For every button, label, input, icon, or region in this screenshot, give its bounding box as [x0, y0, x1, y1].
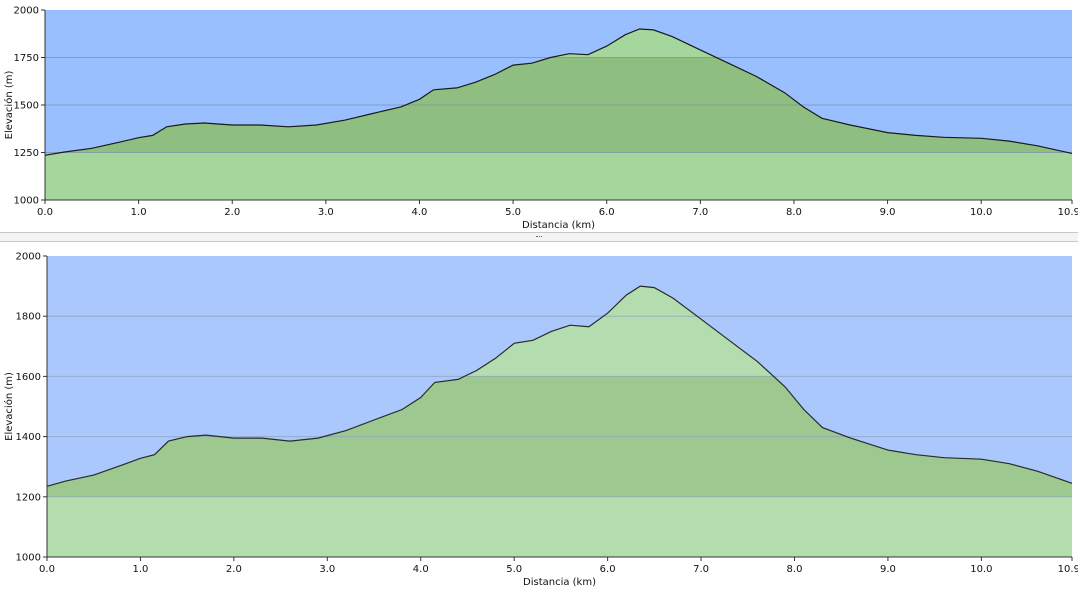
x-tick-label: 5.0 [506, 564, 522, 575]
x-tick-label: 2.0 [226, 564, 242, 575]
x-tick-label: 6.0 [599, 207, 615, 218]
x-tick-label: 10.97 [1058, 207, 1078, 218]
x-tick-label: 10.97 [1058, 564, 1078, 575]
x-tick-label: 4.0 [412, 207, 428, 218]
x-tick-label: 2.0 [224, 207, 240, 218]
y-tick-label: 1000 [16, 553, 41, 564]
y-tick-label: 1250 [14, 148, 39, 159]
y-tick-label: 2000 [14, 6, 39, 17]
y-tick-label: 1500 [14, 101, 39, 112]
elevation-chart-top-svg: 1000 1250 1500 1750 2000 0.0 1.0 2.0 3.0 4.0 5.0 6.… [3, 6, 1078, 232]
x-tick-label: 8.0 [786, 207, 802, 218]
x-tick-label: 0.0 [39, 564, 55, 575]
x-tick-label: 7.0 [692, 207, 708, 218]
y-tick-label: 1750 [14, 53, 39, 64]
x-tick-label: 9.0 [880, 207, 896, 218]
x-tick-label: 1.0 [131, 207, 147, 218]
x-tick-label: 6.0 [600, 564, 616, 575]
x-tick-label: 3.0 [319, 564, 335, 575]
elevation-chart-bottom-svg: 1000 1200 1400 1600 1800 2000 0.0 1.0 2.0 3.0 4.0 5… [3, 252, 1078, 589]
x-tick-label: 7.0 [693, 564, 709, 575]
x-tick-label: 0.0 [37, 207, 53, 218]
y-axis-title: Elevación (m) [3, 71, 15, 140]
panel-splitter[interactable] [0, 232, 1078, 242]
y-tick-label: 1600 [16, 372, 41, 383]
x-axis-title: Distancia (km) [523, 577, 596, 588]
y-tick-label: 1200 [16, 492, 41, 503]
x-tick-label: 8.0 [787, 564, 803, 575]
x-tick-label: 9.0 [880, 564, 896, 575]
elevation-line [46, 285, 1073, 487]
x-tick-label: 5.0 [505, 207, 521, 218]
y-tick-label: 1800 [16, 312, 41, 323]
x-tick-label: 10.0 [970, 564, 992, 575]
x-tick-label: 4.0 [413, 564, 429, 575]
elevation-chart-top: 1000 1250 1500 1750 2000 0.0 1.0 2.0 3.0 4.0 5.0 6.… [0, 0, 1078, 232]
y-tick-label: 2000 [16, 252, 41, 263]
x-axis-title: Distancia (km) [522, 220, 595, 231]
x-tick-label: 1.0 [132, 564, 148, 575]
elevation-chart-bottom: 1000 1200 1400 1600 1800 2000 0.0 1.0 2.0 3.0 4.0 5… [0, 242, 1078, 590]
y-tick-label: 1000 [14, 196, 39, 207]
elevation-line [44, 28, 1073, 156]
x-tick-label: 3.0 [318, 207, 334, 218]
y-axis-title: Elevación (m) [3, 372, 15, 441]
splitter-grip-icon[interactable] [536, 236, 542, 240]
y-tick-label: 1400 [16, 432, 41, 443]
x-tick-label: 10.0 [970, 207, 992, 218]
